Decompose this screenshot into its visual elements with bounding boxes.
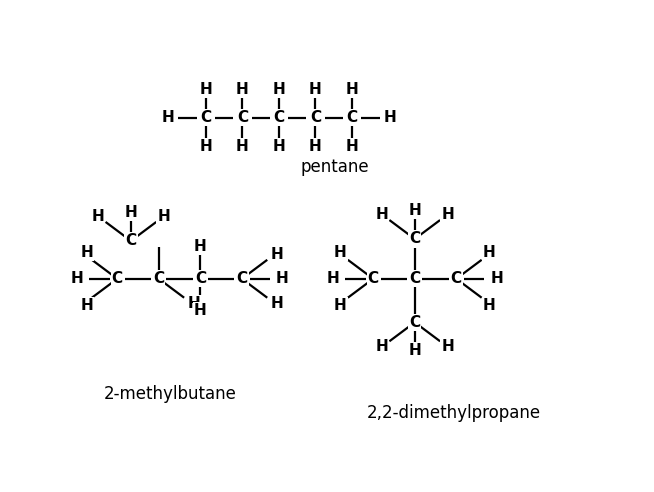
Text: H: H	[162, 110, 174, 125]
Text: C: C	[126, 233, 137, 248]
Text: H: H	[158, 209, 170, 224]
Text: C: C	[112, 271, 123, 286]
Text: H: H	[71, 271, 83, 286]
Text: C: C	[237, 110, 248, 125]
Text: C: C	[153, 271, 164, 286]
Text: H: H	[408, 203, 421, 218]
Text: H: H	[375, 339, 388, 354]
Text: C: C	[347, 110, 358, 125]
Text: H: H	[124, 205, 137, 220]
Text: H: H	[188, 296, 201, 311]
Text: H: H	[408, 343, 421, 358]
Text: H: H	[271, 246, 284, 262]
Text: C: C	[195, 271, 206, 286]
Text: H: H	[236, 139, 249, 154]
Text: H: H	[199, 82, 213, 97]
Text: C: C	[236, 271, 247, 286]
Text: H: H	[483, 298, 496, 313]
Text: C: C	[368, 271, 379, 286]
Text: 2-methylbutane: 2-methylbutane	[104, 385, 237, 403]
Text: H: H	[236, 82, 249, 97]
Text: H: H	[199, 139, 213, 154]
Text: H: H	[334, 245, 347, 260]
Text: H: H	[194, 304, 207, 318]
Text: H: H	[92, 209, 105, 224]
Text: H: H	[273, 82, 285, 97]
Text: H: H	[375, 207, 388, 222]
Text: C: C	[200, 110, 211, 125]
Text: H: H	[80, 245, 93, 260]
Text: H: H	[271, 296, 284, 311]
Text: H: H	[334, 298, 347, 313]
Text: pentane: pentane	[301, 158, 370, 176]
Text: H: H	[309, 139, 322, 154]
Text: C: C	[409, 271, 421, 286]
Text: H: H	[273, 139, 285, 154]
Text: H: H	[441, 207, 454, 222]
Text: H: H	[441, 339, 454, 354]
Text: C: C	[409, 232, 421, 246]
Text: C: C	[409, 315, 421, 330]
Text: H: H	[194, 239, 207, 254]
Text: H: H	[326, 271, 339, 286]
Text: H: H	[80, 298, 93, 313]
Text: H: H	[345, 82, 358, 97]
Text: H: H	[276, 271, 289, 286]
Text: H: H	[483, 245, 496, 260]
Text: C: C	[273, 110, 284, 125]
Text: H: H	[345, 139, 358, 154]
Text: 2,2-dimethylpropane: 2,2-dimethylpropane	[368, 404, 542, 422]
Text: C: C	[310, 110, 321, 125]
Text: H: H	[490, 271, 503, 286]
Text: C: C	[451, 271, 462, 286]
Text: H: H	[309, 82, 322, 97]
Text: H: H	[383, 110, 396, 125]
